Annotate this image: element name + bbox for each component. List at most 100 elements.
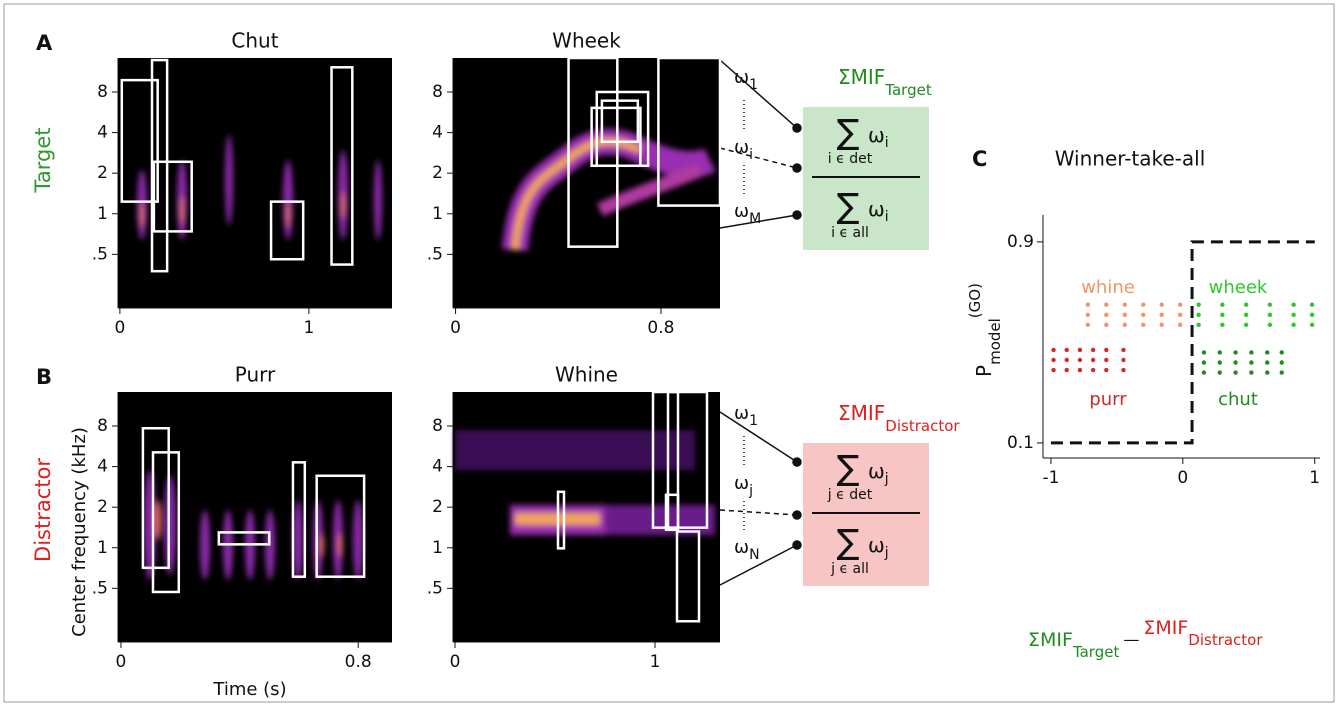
point [1243,302,1249,307]
point [1220,322,1225,328]
spectrogram-image [118,58,720,642]
point [1309,302,1315,307]
point [1243,322,1249,328]
point [1104,312,1109,317]
y-tick-label: 4 [97,457,108,477]
point [1279,350,1284,355]
formula-subscript: Target [884,81,932,99]
term-index: i [885,209,889,225]
term: ωi [868,123,889,152]
group-label: wheek [1209,277,1268,298]
point [1090,347,1096,353]
point [1309,312,1315,317]
y-label-sup: (GO) [966,283,984,318]
y-axis-label: Center frequency (kHz) [69,427,90,637]
point [1121,357,1126,363]
point [1090,367,1096,373]
point [1121,367,1126,373]
point [1064,347,1069,353]
y-tick-label: 8 [432,82,443,102]
point [1177,322,1183,328]
point [1159,302,1164,307]
x-axis-label: ΣMIFTarget—ΣMIFDistractor [1028,617,1263,661]
x-tick-label: 1 [650,652,661,672]
weight: ω1 [734,67,758,93]
point [1159,322,1164,328]
weight-index: 1 [749,413,758,429]
weight-symbol: ω [734,137,749,158]
point [1233,350,1238,355]
point [1267,302,1273,307]
feature-box [330,66,354,266]
group-label: purr [1089,389,1127,410]
weight-index: i [749,147,753,163]
feature-box [675,530,701,623]
point [1243,312,1249,317]
formula-subscript: Distractor [885,417,960,435]
feature-box [141,426,170,570]
y-tick-label: .5 [427,578,443,598]
sigma: ∑ [837,187,860,227]
x-label-part: ΣMIF [1143,617,1188,639]
x-tick-label: -1 [1042,468,1059,488]
formula-box [803,107,929,250]
point [1104,322,1109,328]
point [1104,347,1109,353]
y-tick-label: 2 [97,163,108,183]
group-label: chut [1218,389,1258,410]
y-tick-label: 8 [97,416,108,436]
point [1090,357,1096,363]
point [1291,322,1296,328]
point [1104,302,1109,307]
y-tick-label: .5 [92,244,108,264]
x-tick-label: 1 [303,318,314,338]
y-tick-label: .5 [92,578,108,598]
y-label-main: P [972,365,996,377]
point [1265,350,1270,355]
point [1121,347,1126,353]
feature-box [291,461,307,578]
point [1122,322,1127,328]
x-label-part: — [1123,630,1139,649]
connector [719,59,802,586]
point [1291,302,1296,307]
y-tick-label: 8 [97,82,108,102]
point [1064,357,1069,363]
x-tick-label: 0 [114,318,125,338]
term: ωi [868,197,889,226]
point [1085,302,1091,307]
x-label-part: ΣMIF [1028,629,1073,651]
panel-title: Whine [555,363,618,387]
point [1051,347,1056,353]
sigma: ∑ [837,449,860,489]
point [1279,360,1284,365]
point [1279,370,1284,375]
x-tick-label: 0 [116,652,127,672]
panel-title: Wheek [552,29,621,53]
point [1265,370,1270,375]
y-tick-label: 2 [432,497,443,517]
y-tick-label: 0.1 [1007,433,1034,453]
x-tick-label: 0 [1177,468,1188,488]
formula-box [803,443,929,586]
point [1177,302,1183,307]
point [1220,302,1225,307]
weight-symbol: ω [734,473,749,494]
panel-label: B [36,365,52,389]
panel-title: Chut [231,29,278,53]
term-index: j [884,545,889,561]
point [1141,302,1146,307]
weight-index: N [749,547,759,563]
feature-box [600,99,640,144]
x-label-sub: Distractor [1188,631,1263,649]
weight-index: j [748,483,753,499]
point [1267,322,1273,328]
x-tick-label: 0 [450,652,461,672]
term-symbol: ω [868,533,885,557]
point [1077,347,1083,353]
point [1051,357,1056,363]
term-symbol: ω [868,197,885,221]
weight-symbol: ω [734,201,749,222]
y-tick-label: 1 [432,538,443,558]
